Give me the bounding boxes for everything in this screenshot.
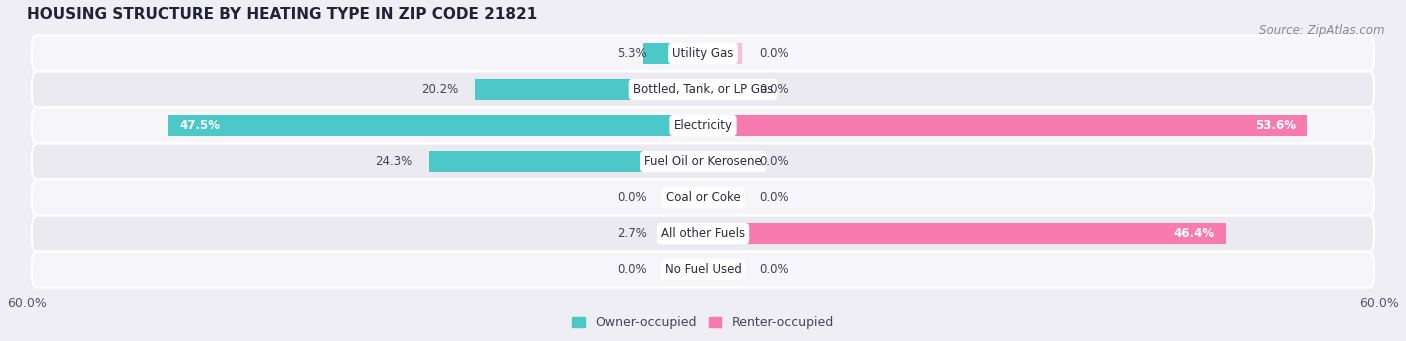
Bar — [167, 115, 703, 136]
Text: 0.0%: 0.0% — [759, 47, 789, 60]
Text: 20.2%: 20.2% — [422, 83, 458, 96]
Bar — [644, 43, 703, 64]
Text: 24.3%: 24.3% — [375, 155, 412, 168]
Bar — [664, 259, 703, 280]
FancyBboxPatch shape — [32, 35, 1374, 72]
Bar — [703, 151, 742, 172]
Bar — [703, 223, 1226, 244]
Text: Bottled, Tank, or LP Gas: Bottled, Tank, or LP Gas — [633, 83, 773, 96]
Text: No Fuel Used: No Fuel Used — [665, 263, 741, 276]
Text: 0.0%: 0.0% — [617, 263, 647, 276]
Bar — [703, 115, 1308, 136]
Bar — [703, 187, 742, 208]
Bar — [703, 259, 742, 280]
FancyBboxPatch shape — [32, 252, 1374, 288]
Text: Fuel Oil or Kerosene: Fuel Oil or Kerosene — [644, 155, 762, 168]
Bar — [703, 79, 742, 100]
Text: 0.0%: 0.0% — [759, 83, 789, 96]
Text: HOUSING STRUCTURE BY HEATING TYPE IN ZIP CODE 21821: HOUSING STRUCTURE BY HEATING TYPE IN ZIP… — [27, 7, 537, 22]
Text: Coal or Coke: Coal or Coke — [665, 191, 741, 204]
Text: 0.0%: 0.0% — [759, 155, 789, 168]
Text: 53.6%: 53.6% — [1254, 119, 1296, 132]
Bar — [664, 223, 703, 244]
Text: Electricity: Electricity — [673, 119, 733, 132]
Text: Utility Gas: Utility Gas — [672, 47, 734, 60]
Text: 0.0%: 0.0% — [617, 191, 647, 204]
Text: Source: ZipAtlas.com: Source: ZipAtlas.com — [1260, 24, 1385, 37]
FancyBboxPatch shape — [32, 216, 1374, 252]
FancyBboxPatch shape — [32, 180, 1374, 216]
Bar — [475, 79, 703, 100]
Text: 2.7%: 2.7% — [617, 227, 647, 240]
Text: 0.0%: 0.0% — [759, 191, 789, 204]
Text: 46.4%: 46.4% — [1174, 227, 1215, 240]
Legend: Owner-occupied, Renter-occupied: Owner-occupied, Renter-occupied — [568, 311, 838, 334]
FancyBboxPatch shape — [32, 72, 1374, 107]
Bar — [664, 187, 703, 208]
Text: 5.3%: 5.3% — [617, 47, 647, 60]
Bar — [429, 151, 703, 172]
Text: 0.0%: 0.0% — [759, 263, 789, 276]
FancyBboxPatch shape — [32, 107, 1374, 144]
FancyBboxPatch shape — [32, 144, 1374, 180]
Text: 47.5%: 47.5% — [179, 119, 219, 132]
Bar — [703, 43, 742, 64]
Text: All other Fuels: All other Fuels — [661, 227, 745, 240]
